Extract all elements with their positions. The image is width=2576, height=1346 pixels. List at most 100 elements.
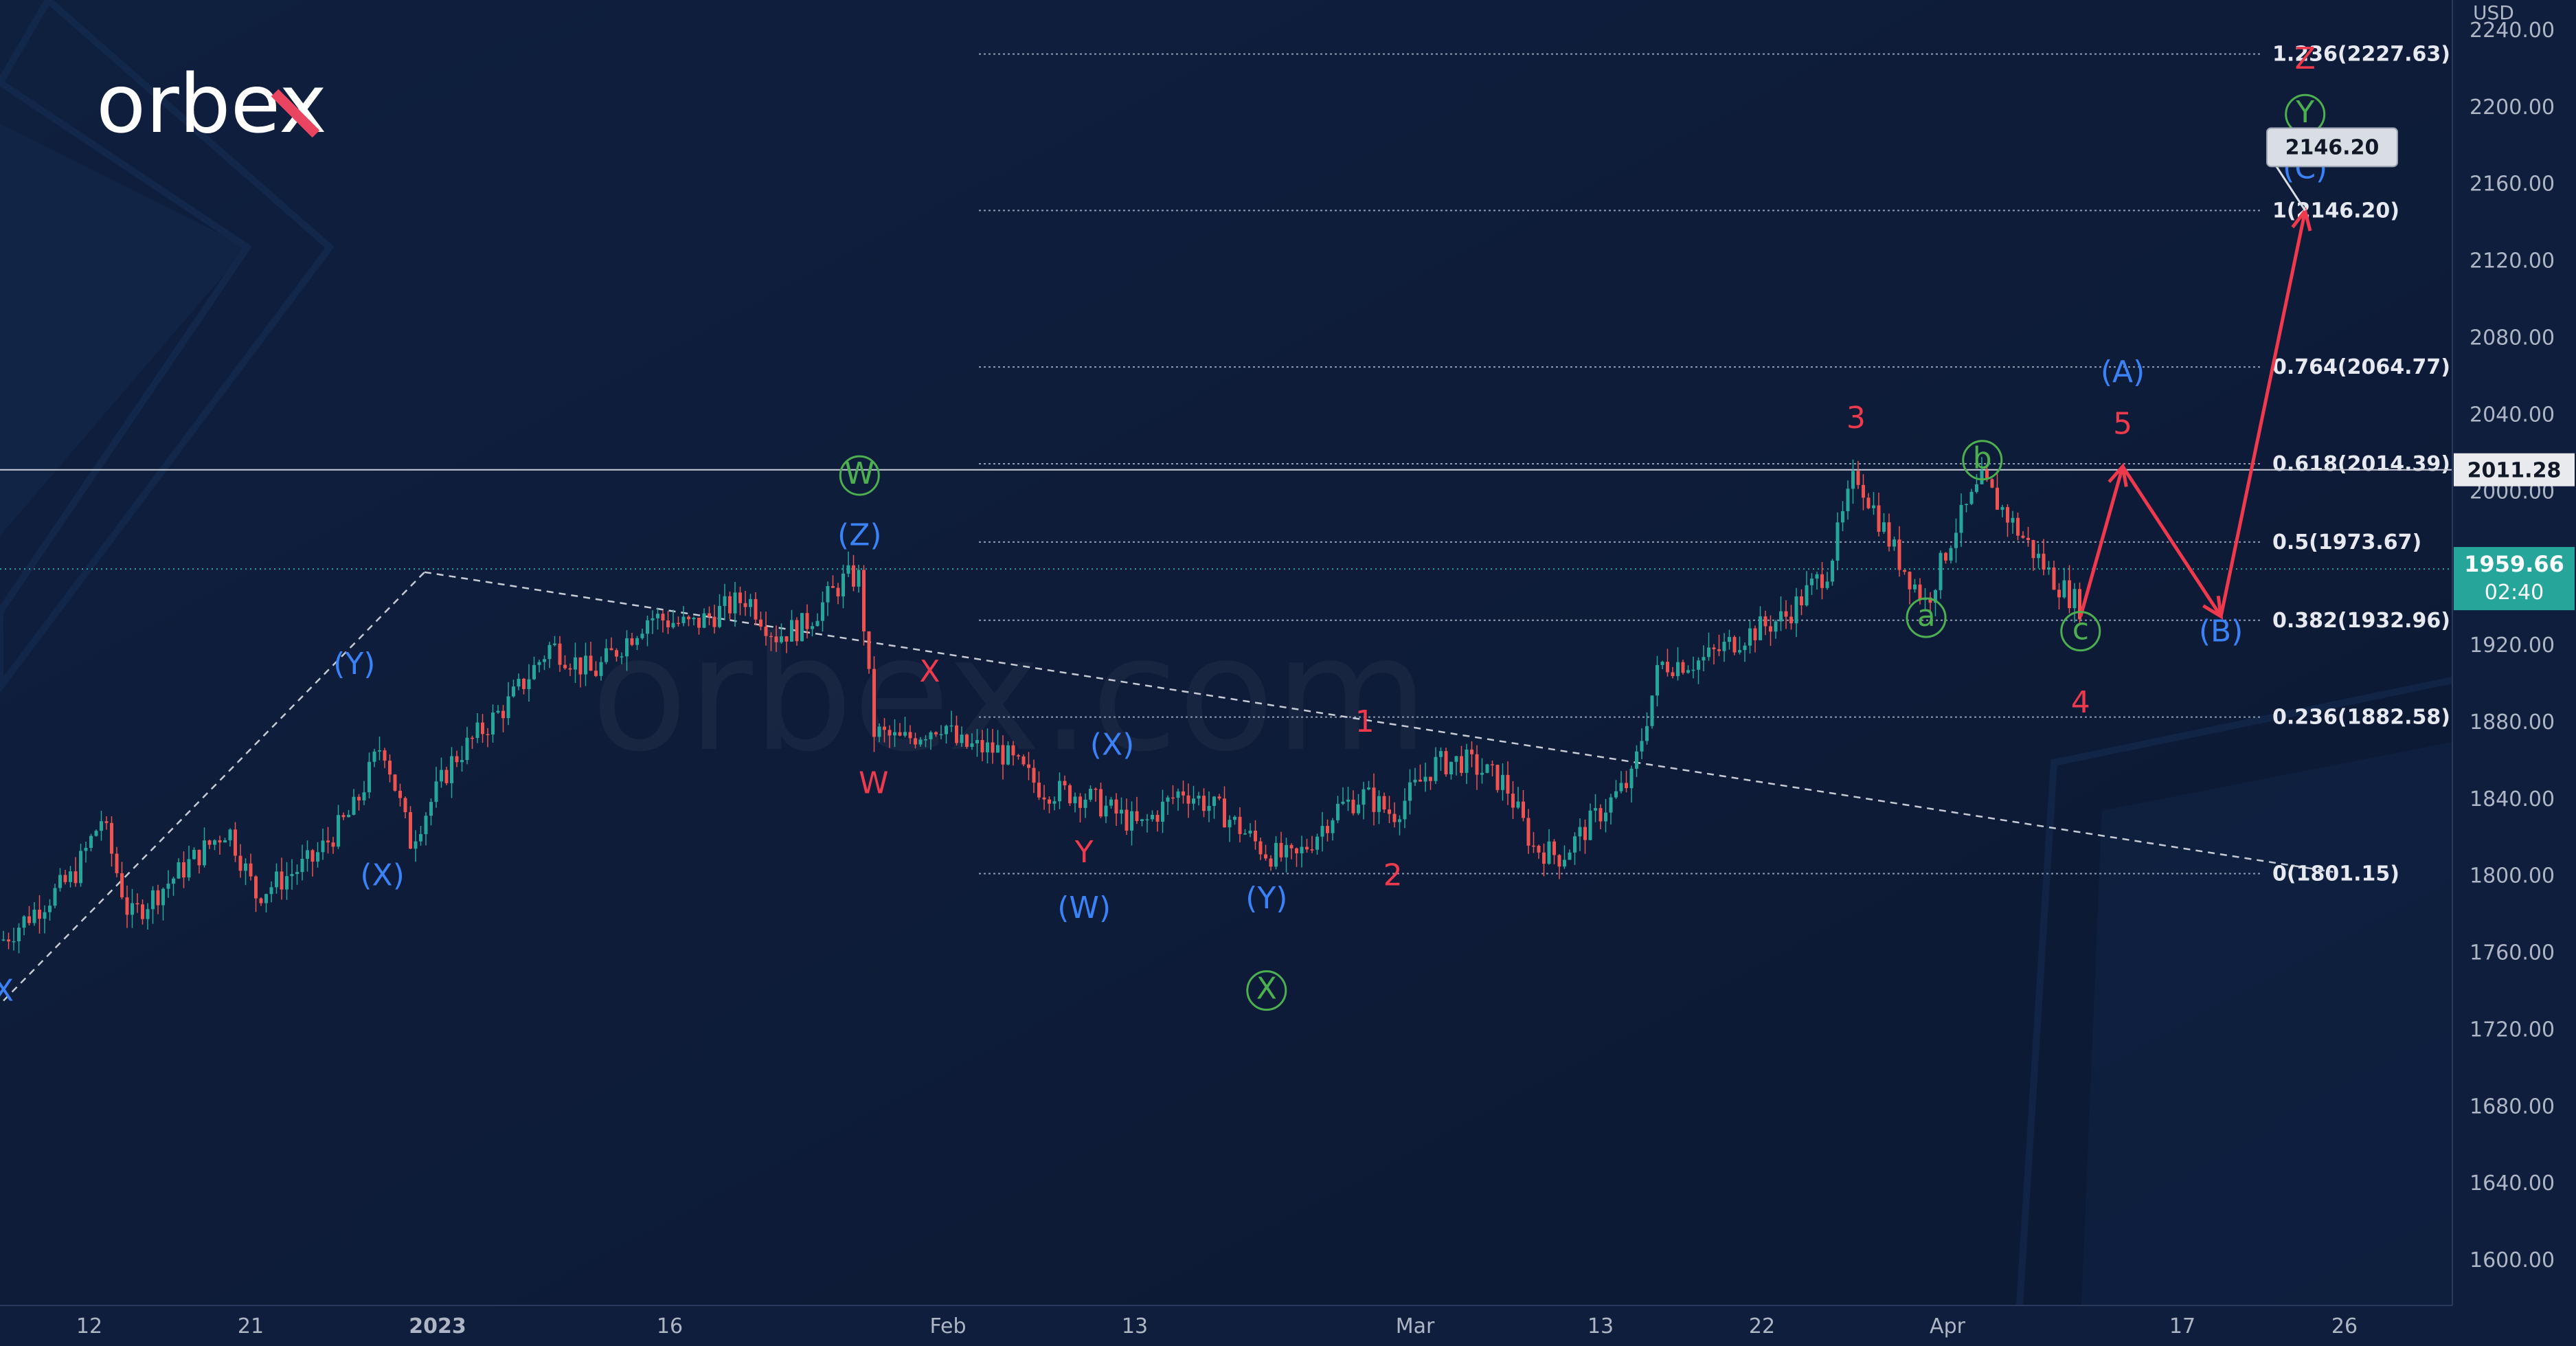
candle-body	[754, 598, 758, 620]
candle-body	[1532, 845, 1535, 847]
candle-body	[1011, 745, 1015, 756]
candle-body	[192, 849, 196, 860]
candle-body	[651, 618, 655, 620]
candle-body	[69, 871, 72, 882]
candle-body	[1042, 797, 1046, 800]
reference-price-badge	[2454, 453, 2575, 486]
candle-body	[708, 613, 711, 617]
candle-body	[1161, 801, 1164, 822]
candle-body	[496, 710, 500, 713]
candle-body	[1449, 761, 1453, 775]
candle-body	[1367, 787, 1370, 789]
brand-logo: orbex	[96, 56, 327, 151]
fib-level-label: 1.236(2227.63)	[2272, 43, 2450, 67]
candle-body	[960, 734, 964, 743]
candle-body	[2052, 568, 2056, 590]
candle-body	[2031, 540, 2035, 559]
candle-body	[269, 887, 273, 895]
candle-body	[290, 874, 294, 877]
candle-body	[815, 620, 820, 627]
candle-body	[646, 620, 649, 634]
candle-body	[1140, 819, 1144, 821]
candle-body	[1856, 471, 1860, 485]
candle-body	[1419, 779, 1422, 782]
candle-body	[1439, 751, 1443, 757]
candle-body	[692, 617, 696, 620]
candle-body	[244, 863, 247, 871]
candle-body	[1470, 749, 1473, 754]
candle-body	[718, 605, 721, 627]
candle-body	[450, 756, 453, 783]
candle-body	[1254, 830, 1257, 842]
candle-body	[1125, 809, 1129, 831]
candle-body	[1027, 764, 1030, 768]
candle-body	[1774, 621, 1778, 632]
candle-body	[1444, 751, 1448, 775]
candle-body	[1805, 585, 1809, 605]
candle-body	[1207, 805, 1211, 811]
candle-body	[1522, 801, 1525, 818]
candle-body	[1949, 548, 1953, 561]
candle-body	[924, 739, 927, 741]
fib-level-label: 0(1801.15)	[2272, 862, 2399, 886]
candle-body	[2057, 590, 2061, 598]
candle-body	[1398, 819, 1401, 822]
candle-body	[1032, 767, 1036, 783]
candle-body	[1851, 471, 1855, 489]
candle-body	[259, 898, 263, 904]
candle-body	[434, 781, 438, 803]
x-tick-label: Feb	[929, 1314, 966, 1338]
candle-body	[471, 737, 474, 739]
candle-body	[228, 829, 232, 840]
candle-body	[440, 770, 443, 782]
candle-body	[1300, 846, 1304, 853]
projection-segment	[2079, 466, 2125, 617]
candle-body	[74, 871, 78, 884]
candle-body	[574, 657, 577, 670]
candle-body	[414, 841, 418, 849]
candle-body	[867, 631, 871, 669]
candle-body	[790, 620, 793, 642]
candle-body	[1872, 505, 1875, 508]
candle-body	[1759, 616, 1762, 640]
candle-body	[1357, 805, 1360, 814]
candle-body	[1779, 611, 1783, 622]
wave-label: 2	[1383, 858, 1403, 893]
candle-body	[547, 644, 552, 660]
candle-body	[1269, 858, 1273, 867]
candle-body	[857, 570, 861, 587]
candle-body	[1289, 844, 1293, 849]
candle-body	[1588, 810, 1592, 840]
candle-body	[1650, 695, 1654, 726]
candle-body	[1877, 505, 1881, 532]
candle-body	[1310, 849, 1314, 851]
candle-body	[929, 732, 933, 739]
candle-body	[826, 586, 830, 603]
candle-body	[1748, 628, 1752, 646]
candle-body	[1743, 645, 1747, 651]
candle-body	[1480, 772, 1484, 775]
candle-body	[888, 730, 892, 736]
y-axis: USD 1600.00 1640.00 1680.00 1720.00 1760.00 1…	[2452, 0, 2576, 1346]
candle-body	[769, 636, 773, 638]
candle-body	[991, 742, 995, 753]
y-tick-label: 2200.00	[2470, 96, 2555, 120]
candle-body	[300, 858, 304, 873]
candle-body	[1068, 785, 1072, 804]
candle-body	[666, 620, 670, 627]
candle-body	[172, 878, 175, 884]
candle-body	[203, 840, 206, 866]
candle-body	[17, 928, 21, 941]
candle-body	[1506, 774, 1510, 794]
candle-body	[759, 619, 762, 627]
trend-line	[3, 571, 425, 1002]
candle-body	[1913, 584, 1917, 590]
x-tick-label: 16	[657, 1314, 683, 1338]
candle-body	[908, 732, 912, 739]
candle-body	[1063, 781, 1067, 786]
target-badge-label: 2146.20	[2285, 135, 2380, 159]
candle-body	[1083, 799, 1087, 808]
candle-body	[1763, 616, 1767, 627]
candle-body	[84, 847, 88, 851]
candle-body	[264, 894, 268, 904]
